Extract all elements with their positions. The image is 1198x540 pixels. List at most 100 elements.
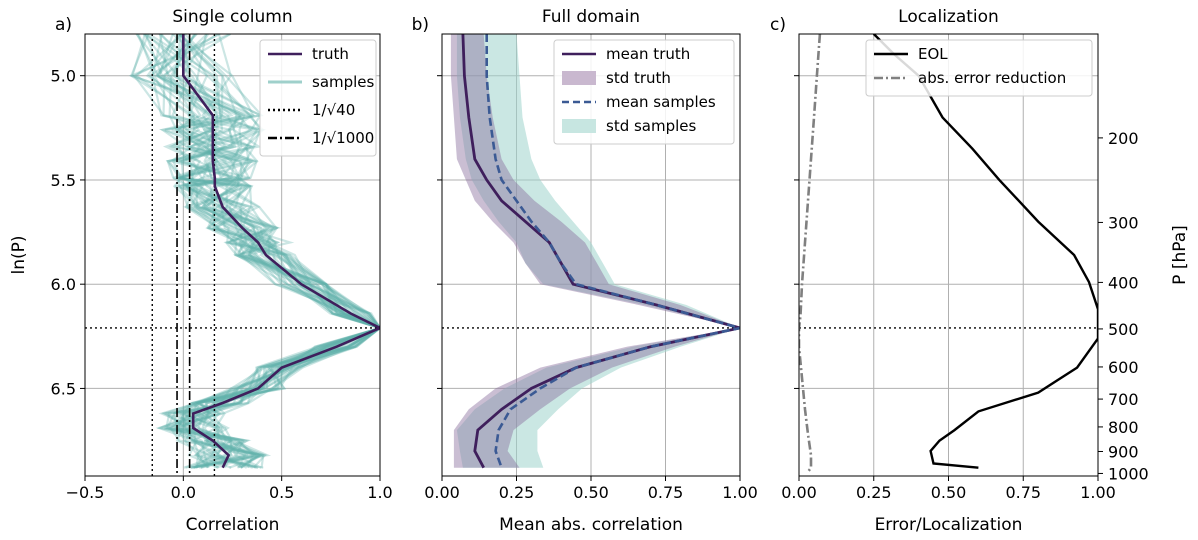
legend-label: samples	[312, 73, 375, 91]
abs-error-reduction-line	[799, 34, 822, 473]
sample-profile	[145, 34, 380, 469]
sample-profile	[170, 34, 380, 469]
sample-profile	[168, 34, 380, 469]
sample-profile	[165, 34, 380, 469]
legend-swatch	[562, 71, 596, 85]
y-tick-label: 6.0	[51, 275, 76, 294]
panel-title: Single column	[172, 7, 292, 27]
x-tick-label: 0.25	[856, 483, 892, 502]
eol-line	[872, 34, 1098, 469]
pressure-tick-label: 400	[1108, 273, 1139, 292]
plot-area	[799, 34, 1098, 473]
y-tick-label: 5.0	[51, 67, 76, 86]
x-tick-label: 1.00	[1080, 483, 1116, 502]
x-tick-label: 0.50	[573, 483, 609, 502]
sample-profile	[171, 34, 380, 469]
sample-profile	[158, 34, 380, 469]
legend-box	[865, 39, 1093, 97]
sample-profile	[151, 34, 380, 469]
plot-area	[442, 34, 740, 469]
mean-samples-line	[485, 34, 740, 469]
pressure-tick-label: 100	[1108, 0, 1139, 3]
legend-swatch	[562, 119, 596, 133]
legend-box	[259, 39, 377, 157]
pressure-tick-label: 600	[1108, 358, 1139, 377]
pressure-tick-label: 300	[1108, 213, 1139, 232]
sample-profile	[143, 34, 380, 469]
panel-title: Full domain	[542, 7, 640, 27]
x-tick-label: 0.00	[781, 483, 817, 502]
pressure-tick-label: 1000	[1108, 464, 1149, 483]
pressure-tick-label: 200	[1108, 129, 1139, 148]
x-axis-label: Correlation	[186, 515, 280, 535]
sample-profile	[168, 34, 380, 468]
x-tick-label: 0.75	[648, 483, 684, 502]
sample-profile	[171, 34, 380, 468]
x-tick-label: −0.5	[66, 483, 105, 502]
sample-profile	[129, 34, 380, 469]
axes-frame	[84, 33, 381, 477]
x-axis-label: Error/Localization	[875, 515, 1023, 535]
sample-profile	[135, 34, 380, 469]
legend-label: std truth	[606, 69, 671, 87]
panel-letter: b)	[412, 15, 429, 35]
legend-label: std samples	[606, 117, 697, 135]
x-tick-label: 1.0	[367, 483, 392, 502]
sample-profile	[137, 34, 380, 469]
x-tick-label: 0.0	[171, 483, 196, 502]
panel-title: Localization	[898, 7, 999, 27]
x-tick-label: 0.5	[269, 483, 294, 502]
legend-label: mean samples	[606, 93, 716, 111]
truth-line	[182, 34, 380, 469]
sample-profile	[132, 34, 380, 469]
legend: truth samples 1/√40 1/√1000	[259, 39, 377, 157]
legend-label: 1/√40	[312, 101, 355, 119]
right-axis-label: P [hPa]	[1170, 225, 1190, 285]
sample-profile	[142, 34, 380, 469]
sample-profile	[173, 34, 380, 469]
sample-profile	[158, 34, 380, 469]
legend: mean truth std truth mean samples std sampl…	[553, 39, 735, 145]
std-samples-band	[456, 34, 740, 468]
pressure-tick-label: 900	[1108, 442, 1139, 461]
sample-profile	[131, 34, 380, 469]
axes-frame	[798, 33, 1099, 477]
legend-label: EOL	[918, 45, 948, 63]
panel-letter: a)	[55, 15, 72, 35]
legend-label: mean truth	[606, 45, 690, 63]
legend-label: 1/√1000	[312, 129, 374, 147]
y-tick-label: 5.5	[51, 171, 76, 190]
legend: EOL abs. error reduction	[865, 39, 1093, 97]
sample-profile	[167, 34, 380, 469]
pressure-tick-label: 500	[1108, 320, 1139, 339]
sample-profile	[158, 34, 380, 469]
y-tick-label: 6.5	[51, 379, 76, 398]
x-tick-label: 0.50	[931, 483, 967, 502]
legend-label: truth	[312, 45, 349, 63]
y-axis-label: ln(P)	[9, 235, 29, 274]
sample-profile	[136, 34, 380, 469]
pressure-tick-label: 700	[1108, 390, 1139, 409]
sample-profile	[148, 34, 380, 469]
x-tick-label: 0.75	[1005, 483, 1041, 502]
sample-profile	[175, 34, 380, 469]
sample-profile	[155, 34, 380, 469]
x-tick-label: 0.00	[424, 483, 460, 502]
x-axis-label: Mean abs. correlation	[499, 515, 683, 535]
panel-letter: c)	[770, 15, 786, 35]
legend-label: abs. error reduction	[918, 69, 1066, 87]
sample-profile	[160, 34, 380, 469]
sample-profile	[158, 34, 380, 469]
plot-area	[85, 34, 380, 476]
x-tick-label: 0.25	[499, 483, 535, 502]
std-truth-band	[450, 34, 740, 468]
x-tick-label: 1.00	[722, 483, 758, 502]
axes-frame	[441, 33, 741, 477]
sample-profile	[178, 34, 380, 469]
sample-profile	[176, 34, 380, 469]
mean-truth-line	[461, 34, 740, 469]
sample-profile	[147, 34, 380, 469]
sample-profile	[153, 34, 380, 469]
legend-box	[553, 39, 735, 145]
